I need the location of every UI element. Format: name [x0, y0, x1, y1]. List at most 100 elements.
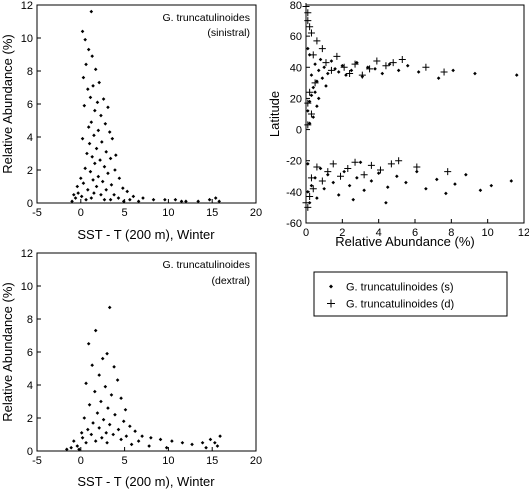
diamond-data-point — [103, 122, 108, 126]
x-tick-label: 0 — [303, 227, 309, 239]
diamond-data-point — [322, 65, 326, 70]
diamond-data-point — [87, 141, 92, 146]
diamond-data-point — [313, 90, 317, 95]
diamond-data-point — [163, 197, 167, 202]
plus-data-point — [304, 121, 312, 129]
diamond-data-point — [128, 197, 132, 202]
plus-data-point — [318, 177, 326, 185]
diamond-data-point — [405, 63, 410, 68]
diamond-data-point — [80, 436, 85, 440]
plus-data-point — [318, 45, 326, 53]
diamond-data-point — [84, 62, 88, 67]
diamond-data-point — [218, 434, 222, 438]
diamond-data-point — [116, 196, 121, 200]
diamond-data-point — [424, 186, 428, 191]
diamond-data-point — [86, 87, 90, 91]
diamond-data-point — [140, 434, 144, 438]
diamond-data-point — [473, 71, 477, 76]
diamond-data-point — [196, 199, 200, 204]
y-tick-label: 0 — [27, 198, 33, 210]
panel-b-latitude-vs-abundance: 0 2 4 6 8 10 12 -60 -40 -20 0 20 40 60 80 Relative Abu… — [267, 0, 529, 249]
diamond-data-point — [77, 447, 81, 452]
x-tick-label: 10 — [482, 227, 494, 239]
diamond-data-point — [444, 191, 448, 196]
diamond-data-point — [75, 444, 80, 448]
diamond-data-point — [112, 365, 116, 369]
diamond-data-point — [215, 444, 220, 448]
panel-b-ticks: 0 2 4 6 8 10 12 -60 -40 -20 0 20 40 60 80 — [286, 0, 529, 239]
diamond-data-point — [90, 363, 94, 367]
diamond-data-point — [336, 193, 341, 197]
diamond-data-point — [91, 421, 95, 425]
diamond-data-point — [509, 179, 514, 183]
plus-data-point — [360, 171, 368, 179]
x-tick-label: 8 — [448, 227, 454, 239]
diamond-data-point — [106, 105, 110, 110]
diamond-data-point — [190, 442, 194, 447]
y-tick-label: 6 — [27, 347, 33, 359]
panel-b-points — [302, 3, 519, 211]
diamond-data-point — [322, 186, 326, 191]
diamond-data-point — [200, 440, 205, 445]
diamond-data-point — [79, 194, 84, 199]
diamond-data-point — [99, 192, 103, 197]
diamond-data-point — [415, 169, 419, 174]
y-tick-label: -20 — [286, 156, 302, 168]
diamond-data-point — [94, 146, 99, 151]
x-tick-label: 2 — [339, 227, 345, 239]
diamond-data-point — [173, 197, 178, 202]
legend-entry-dextral: G. truncatulinoides (d) — [327, 299, 454, 311]
plus-data-point — [373, 57, 381, 65]
diamond-data-point — [307, 53, 312, 57]
diamond-data-point — [106, 171, 110, 176]
plus-data-point — [444, 168, 452, 176]
panel-b-x-axis-label: Relative Abundance (%) — [335, 234, 474, 249]
diamond-data-point — [80, 136, 85, 141]
diamond-data-point — [131, 194, 136, 199]
diamond-data-point — [98, 158, 102, 162]
diamond-data-point — [435, 177, 439, 182]
x-tick-label: 15 — [206, 455, 218, 467]
diamond-data-point — [387, 62, 392, 66]
plus-data-point — [306, 88, 314, 96]
panel-c-annotation-line2: (dextral) — [211, 275, 250, 287]
diamond-data-point — [464, 172, 468, 177]
diamond-data-point — [80, 29, 85, 34]
y-tick-label: 4 — [27, 132, 33, 144]
plus-data-point — [413, 163, 421, 171]
diamond-data-point — [88, 169, 93, 174]
diamond-data-point — [71, 192, 76, 197]
diamond-data-point — [99, 399, 103, 404]
plus-data-point — [389, 59, 397, 67]
diamond-data-point — [355, 176, 359, 180]
diamond-data-point — [93, 161, 97, 166]
diamond-data-point — [309, 183, 314, 188]
diamond-data-point — [204, 445, 208, 450]
diamond-data-point — [79, 176, 83, 181]
y-tick-label: 40 — [290, 62, 302, 74]
diamond-data-point — [90, 54, 94, 58]
diamond-data-point — [75, 184, 80, 189]
diamond-data-point — [380, 71, 385, 76]
x-tick-label: 20 — [250, 207, 262, 219]
plus-data-point — [395, 157, 403, 165]
x-tick-label: 0 — [78, 207, 84, 219]
diamond-data-point — [82, 416, 87, 420]
y-tick-label: 8 — [27, 66, 33, 78]
diamond-data-point — [208, 437, 213, 442]
panel-b-frame — [305, 4, 525, 224]
diamond-data-point — [404, 180, 408, 185]
diamond-data-point — [336, 70, 341, 74]
panel-a-annotation-line2: (sinistral) — [207, 27, 250, 39]
diamond-data-point — [365, 65, 370, 70]
diamond-data-point — [306, 46, 310, 51]
plus-data-point — [340, 63, 348, 71]
legend-diamond-marker — [329, 284, 333, 289]
diamond-data-point — [184, 199, 188, 204]
diamond-data-point — [84, 440, 88, 445]
diamond-data-point — [107, 305, 112, 310]
x-tick-label: 5 — [122, 207, 128, 219]
diamond-data-point — [307, 121, 312, 126]
